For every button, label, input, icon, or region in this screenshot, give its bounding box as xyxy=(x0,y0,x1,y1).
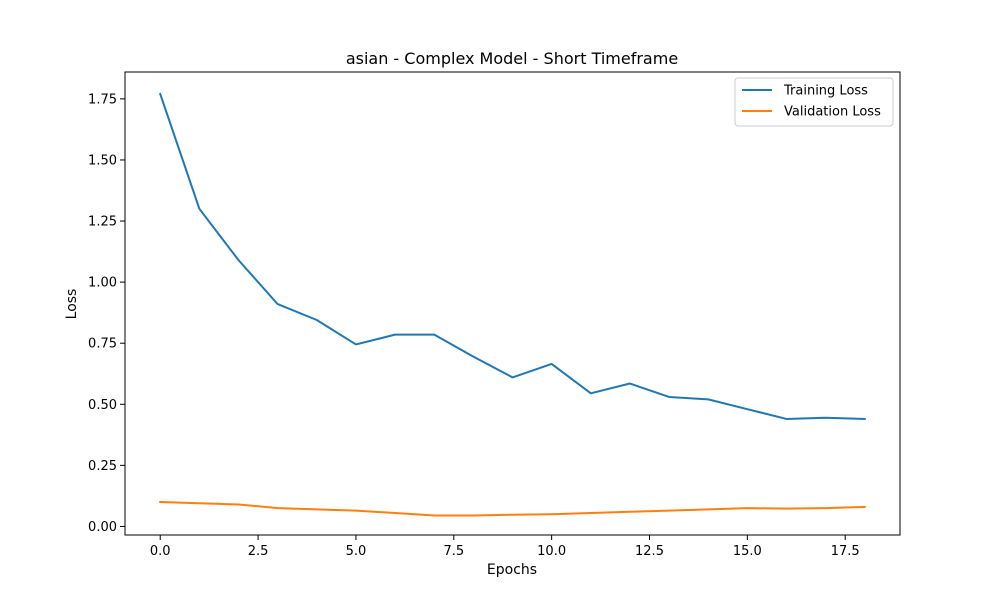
x-tick-label: 0.0 xyxy=(150,544,171,559)
y-tick-label: 0.00 xyxy=(88,520,117,535)
legend: Training Loss Validation Loss xyxy=(734,77,894,127)
y-tick-label: 0.75 xyxy=(88,337,117,352)
x-tick-label: 15.0 xyxy=(733,544,762,559)
y-tick-label: 1.75 xyxy=(88,92,117,107)
x-tick-label: 10.0 xyxy=(537,544,566,559)
y-tick-label: 0.50 xyxy=(88,398,117,413)
y-tick-label: 0.25 xyxy=(88,459,117,474)
x-tick-label: 2.5 xyxy=(248,544,269,559)
x-tick-label: 5.0 xyxy=(346,544,367,559)
x-tick-label: 7.5 xyxy=(443,544,464,559)
legend-label: Training Loss xyxy=(783,84,868,99)
x-tick-label: 12.5 xyxy=(635,544,664,559)
chart-title: asian - Complex Model - Short Timeframe xyxy=(346,49,678,68)
series-layer xyxy=(158,92,866,517)
legend-label: Validation Loss xyxy=(784,105,881,120)
ticks-layer: 0.0 2.5 5.0 7.5 10.0 12.5 15.0 17.5 0.00 0.25 0.50… xyxy=(88,92,860,559)
x-tick-label: 17.5 xyxy=(831,544,860,559)
plot-frame xyxy=(124,71,901,536)
y-tick-label: 1.00 xyxy=(88,276,117,291)
y-tick-label: 1.25 xyxy=(88,215,117,230)
legend-box xyxy=(734,77,894,127)
x-axis-label: Epochs xyxy=(487,562,537,578)
series-line-validation-loss xyxy=(159,500,866,517)
series-line-training-loss xyxy=(158,92,866,420)
y-axis-label: Loss xyxy=(64,289,80,320)
y-tick-label: 1.50 xyxy=(88,153,117,168)
